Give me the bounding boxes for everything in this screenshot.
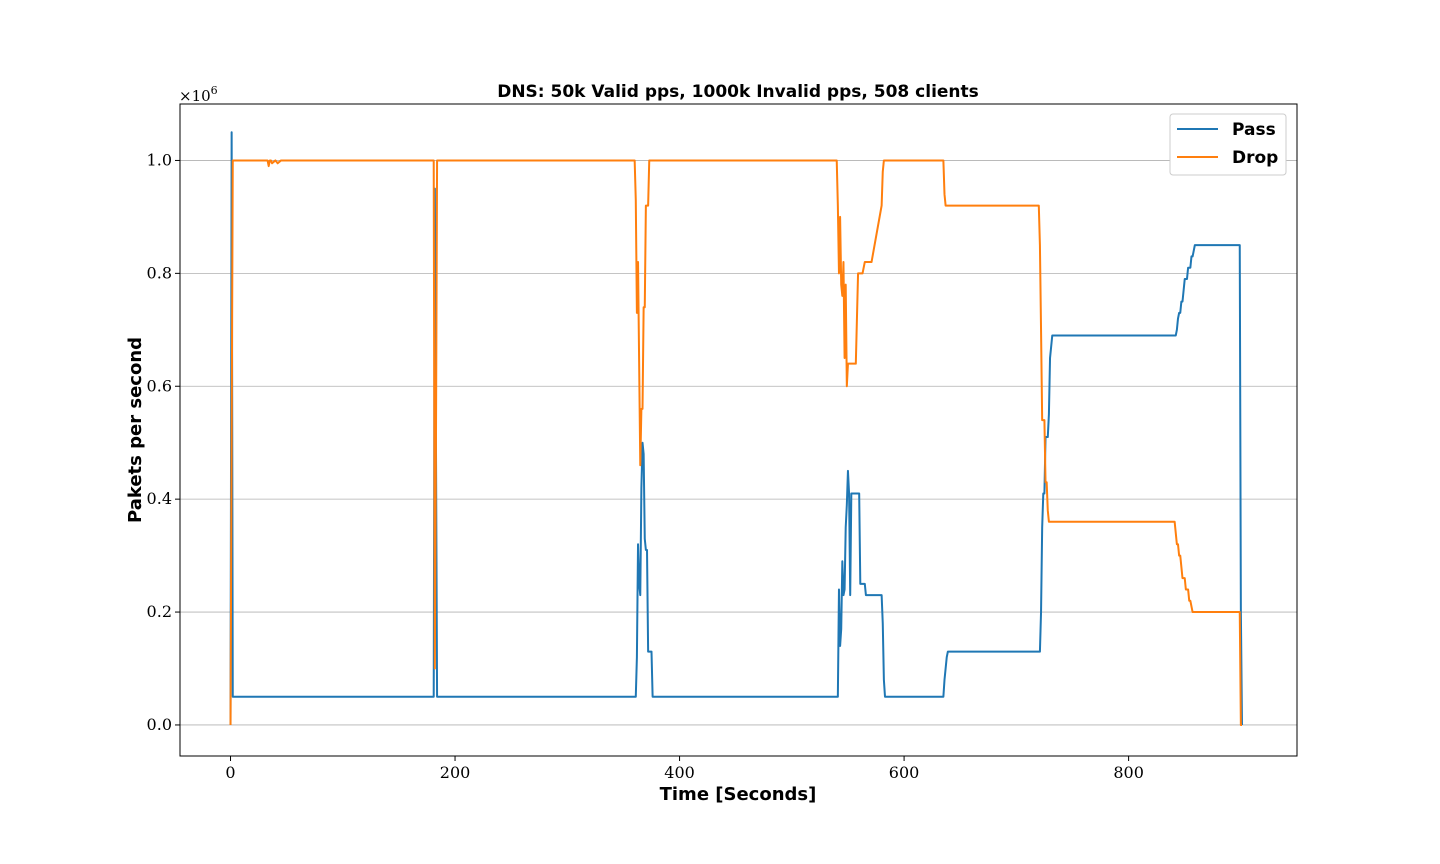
series-line-drop	[229, 159, 1242, 726]
x-axis-label: Time [Seconds]	[660, 784, 817, 805]
legend: Pass Drop	[1169, 113, 1287, 176]
y-tick-label-4: 0.8	[147, 263, 172, 282]
x-axis-ticks: 0 200 400 600 800	[225, 756, 1144, 782]
y-tick-label-2: 0.4	[147, 489, 172, 508]
x-tick-label-1: 200	[440, 763, 471, 782]
y-axis-label: Pakets per second	[125, 337, 146, 523]
y-offset-label: ×106	[179, 84, 218, 105]
x-tick-label-0: 0	[225, 763, 235, 782]
legend-label-pass: Pass	[1232, 120, 1276, 140]
grid-lines	[180, 160, 1297, 726]
plot-area-frame	[179, 103, 1298, 757]
series-lines	[229, 131, 1243, 726]
y-offset-base: ×10	[179, 87, 211, 105]
x-tick-label-3: 600	[889, 763, 920, 782]
legend-label-drop: Drop	[1232, 148, 1278, 168]
y-offset-exponent: 6	[211, 84, 218, 97]
y-tick-label-5: 1.0	[147, 150, 172, 169]
y-tick-label-1: 0.2	[147, 602, 172, 621]
series-line-pass	[229, 131, 1243, 725]
y-axis-ticks: 0.0 0.2 0.4 0.6 0.8 1.0	[147, 150, 180, 734]
y-tick-label-0: 0.0	[147, 715, 172, 734]
x-tick-label-4: 800	[1113, 763, 1144, 782]
chart-title: DNS: 50k Valid pps, 1000k Invalid pps, 5…	[497, 82, 979, 102]
y-tick-label-3: 0.6	[147, 376, 172, 395]
x-tick-label-2: 400	[664, 763, 695, 782]
